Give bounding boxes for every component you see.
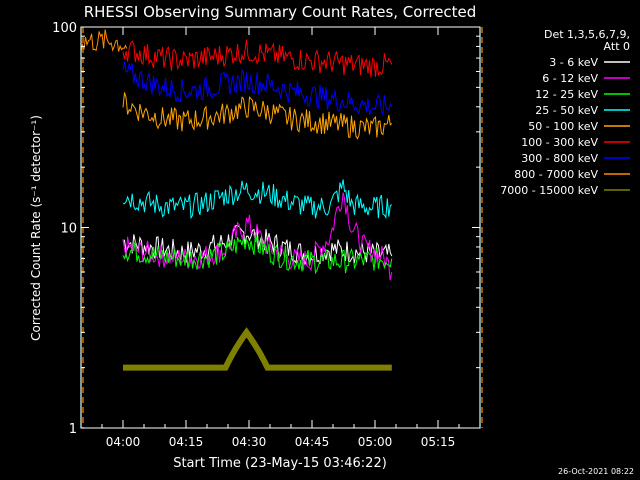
series-line <box>122 39 393 78</box>
legend-header: Det 1,3,5,6,7,9, <box>544 28 630 41</box>
y-axis-label: Corrected Count Rate (s⁻¹ detector⁻¹) <box>29 115 43 341</box>
legend: Det 1,3,5,6,7,9,Att 0 3 - 6 keV 6 - 12 keV… <box>500 28 630 197</box>
x-axis-label: Start Time (23-May-15 03:46:22) <box>173 456 387 471</box>
x-tick-label: 04:45 <box>295 435 330 449</box>
x-tick-label: 04:00 <box>106 435 141 449</box>
series-line <box>80 29 128 52</box>
legend-entry-label: 25 - 50 keV <box>535 104 598 117</box>
chart-title: RHESSI Observing Summary Count Rates, Co… <box>84 3 477 21</box>
legend-entry-label: 300 - 800 keV <box>521 152 598 165</box>
y-tick-label: 10 <box>60 222 77 237</box>
legend-entry-label: 3 - 6 keV <box>549 56 598 69</box>
x-tick-label: 04:30 <box>232 435 267 449</box>
legend-entry-label: 100 - 300 keV <box>521 136 598 149</box>
x-axis-ticks: 04:00 04:15 04:30 04:45 05:00 05:15 <box>80 27 481 449</box>
series-line <box>122 232 393 275</box>
legend-entry-label: 800 - 7000 keV <box>514 168 598 181</box>
legend-entry-label: 50 - 100 keV <box>528 120 598 133</box>
footer-date: 26-Oct-2021 08:22 <box>558 467 634 476</box>
legend-header: Att 0 <box>604 40 630 53</box>
series-line <box>122 61 393 116</box>
series-line <box>123 327 392 371</box>
y-tick-label: 100 <box>52 21 77 36</box>
legend-entry-label: 6 - 12 keV <box>542 72 598 85</box>
series-line <box>123 179 393 220</box>
x-tick-label: 04:15 <box>169 435 204 449</box>
x-tick-label: 05:00 <box>358 435 393 449</box>
series-line <box>122 92 393 140</box>
legend-entry-label: 7000 - 15000 keV <box>500 184 598 197</box>
y-axis-ticks: 1 10 100 <box>52 21 480 437</box>
x-tick-label: 05:15 <box>421 435 456 449</box>
y-tick-label: 1 <box>69 422 77 437</box>
series-line <box>122 224 393 266</box>
legend-entry-label: 12 - 25 keV <box>535 88 598 101</box>
